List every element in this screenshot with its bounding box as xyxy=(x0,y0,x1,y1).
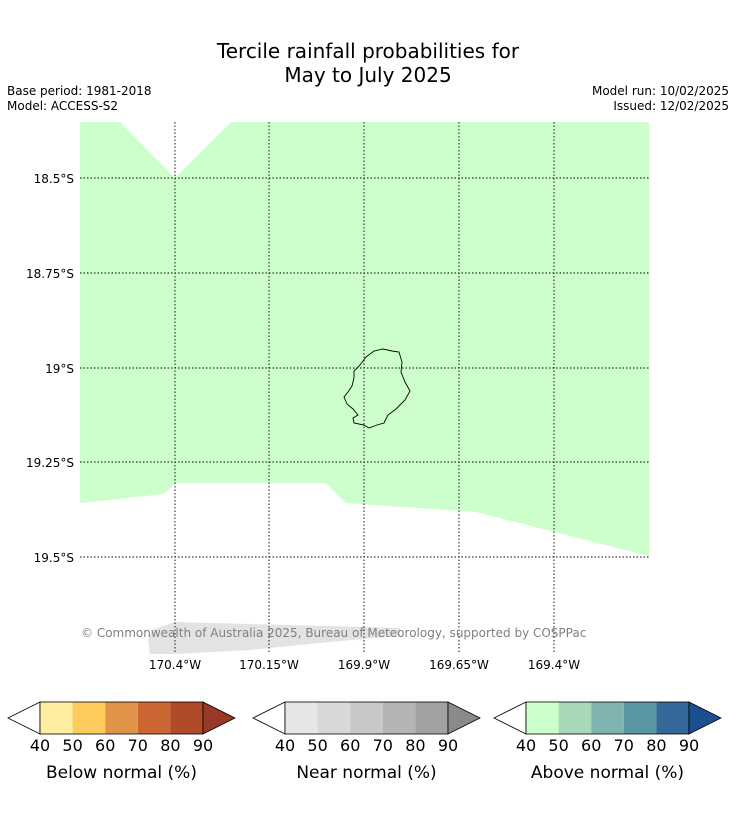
lat-label-18-5: 18.5°S xyxy=(34,172,74,186)
model-run-text: Model run: 10/02/2025 xyxy=(591,84,729,98)
below-normal-tick-80: 80 xyxy=(160,736,180,755)
lat-label-19-25: 19.25°S xyxy=(26,456,74,470)
below-normal-tick-40: 40 xyxy=(30,736,50,755)
above-normal-40-50-region xyxy=(80,122,649,556)
near-normal-segment-3 xyxy=(382,702,416,734)
map-title-line-1: Tercile rainfall probabilities for xyxy=(216,39,520,63)
land-mask-region xyxy=(148,622,400,654)
below-normal-tick-90: 90 xyxy=(193,736,213,755)
lon-label-170-15: 170.15°W xyxy=(239,658,299,672)
near-normal-segment-0 xyxy=(285,702,318,734)
near-normal-title: Near normal (%) xyxy=(296,763,436,783)
below-normal-title: Below normal (%) xyxy=(46,763,197,783)
island-coastline xyxy=(343,348,411,429)
near-normal-segment-1 xyxy=(317,702,351,734)
near-normal-tick-50: 50 xyxy=(307,736,327,755)
above-normal-segment-3 xyxy=(623,702,657,734)
near-normal-tick-70: 70 xyxy=(373,736,393,755)
lat-label-19-5: 19.5°S xyxy=(34,551,74,565)
above-normal-title: Above normal (%) xyxy=(531,763,684,783)
info-left: Base period: 1981-2018 Model: ACCESS-S2 xyxy=(7,84,152,114)
below-normal-tick-70: 70 xyxy=(128,736,148,755)
base-period-text: Base period: 1981-2018 xyxy=(7,84,152,98)
above-normal-segment-0 xyxy=(526,702,559,734)
near-normal-segment-2 xyxy=(350,702,383,734)
lon-label-169-4: 169.4°W xyxy=(528,658,580,672)
near-normal-tick-90: 90 xyxy=(438,736,458,755)
above-normal-tick-60: 60 xyxy=(581,736,601,755)
map-title-line-2: May to July 2025 xyxy=(284,63,452,87)
below-normal-segment-4 xyxy=(170,702,203,734)
above-normal-tick-80: 80 xyxy=(646,736,666,755)
below-normal-segment-3 xyxy=(137,702,171,734)
below-normal-under-arrow xyxy=(7,701,41,735)
near-normal-over-arrow xyxy=(447,701,481,735)
model-text: Model: ACCESS-S2 xyxy=(7,99,119,113)
below-normal-over-arrow xyxy=(202,701,236,735)
near-normal-tick-60: 60 xyxy=(340,736,360,755)
colorbar-below-normal: 40 50 60 70 80 90 Below normal (%) xyxy=(7,701,236,783)
below-normal-tick-60: 60 xyxy=(95,736,115,755)
map-panel: 18.5°S 18.75°S 19°S 19.25°S 19.5°S 170.4… xyxy=(26,122,649,672)
above-normal-tick-70: 70 xyxy=(614,736,634,755)
below-normal-segment-0 xyxy=(40,702,73,734)
lon-label-169-9: 169.9°W xyxy=(338,658,390,672)
lat-label-19: 19°S xyxy=(45,362,74,376)
below-normal-tick-50: 50 xyxy=(62,736,82,755)
issued-text: Issued: 12/02/2025 xyxy=(613,99,729,113)
lon-label-169-65: 169.65°W xyxy=(429,658,489,672)
above-normal-tick-50: 50 xyxy=(548,736,568,755)
lat-label-18-75: 18.75°S xyxy=(26,267,74,281)
above-normal-segment-1 xyxy=(558,702,592,734)
below-normal-segment-1 xyxy=(72,702,106,734)
colorbar-above-normal: 40 50 60 70 80 90 Above normal (%) xyxy=(493,701,722,783)
above-normal-tick-40: 40 xyxy=(516,736,536,755)
above-normal-tick-90: 90 xyxy=(679,736,699,755)
near-normal-under-arrow xyxy=(252,701,286,735)
copyright-text: © Commonwealth of Australia 2025, Bureau… xyxy=(81,626,586,640)
above-normal-under-arrow xyxy=(493,701,527,735)
info-right: Model run: 10/02/2025 Issued: 12/02/2025 xyxy=(592,84,729,114)
near-normal-segment-4 xyxy=(415,702,448,734)
above-normal-segment-2 xyxy=(591,702,624,734)
graticule xyxy=(80,122,649,654)
above-normal-segment-4 xyxy=(656,702,689,734)
near-normal-tick-40: 40 xyxy=(275,736,295,755)
above-normal-over-arrow xyxy=(688,701,722,735)
near-normal-tick-80: 80 xyxy=(405,736,425,755)
below-normal-segment-2 xyxy=(105,702,138,734)
lon-label-170-4: 170.4°W xyxy=(149,658,201,672)
